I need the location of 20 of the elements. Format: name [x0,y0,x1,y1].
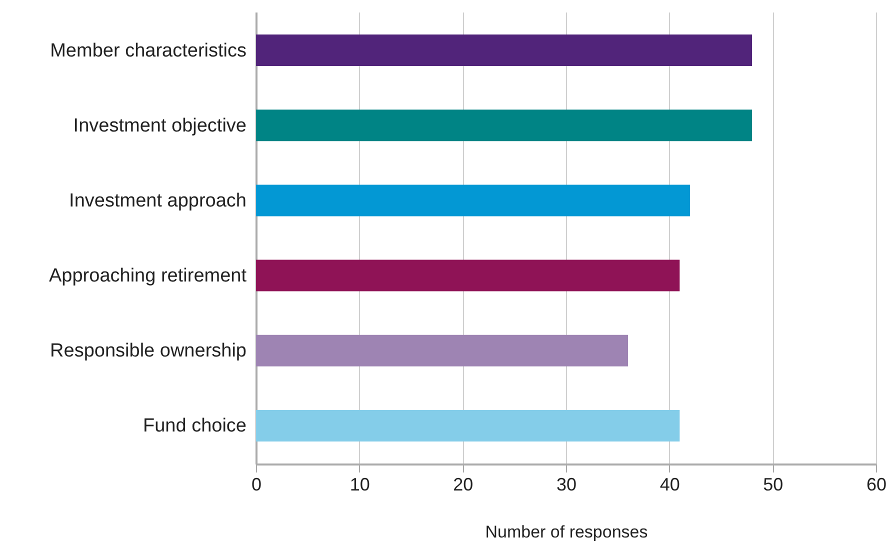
y-tick-label: Responsible ownership [50,340,246,362]
bar [256,34,752,66]
y-tick-label: Investment objective [73,115,246,136]
x-tick-label: 0 [251,474,262,494]
y-tick-label: Investment approach [69,190,246,212]
x-tick-label: 60 [866,474,887,494]
bar [256,110,752,142]
x-tick-label: 30 [556,474,577,494]
x-tick-label: 20 [453,474,474,494]
x-tick-label: 40 [660,474,680,494]
bar [256,410,680,442]
x-tick-label: 10 [350,474,370,494]
y-tick-label: Member characteristics [50,40,246,62]
x-tick-label: 50 [763,474,784,494]
y-tick-label: Fund choice [142,416,246,437]
y-tick-label: Approaching retirement [49,266,248,287]
x-axis-title: Number of responses [485,522,648,542]
bar [256,260,680,292]
bar [256,184,690,216]
bar [256,334,628,366]
